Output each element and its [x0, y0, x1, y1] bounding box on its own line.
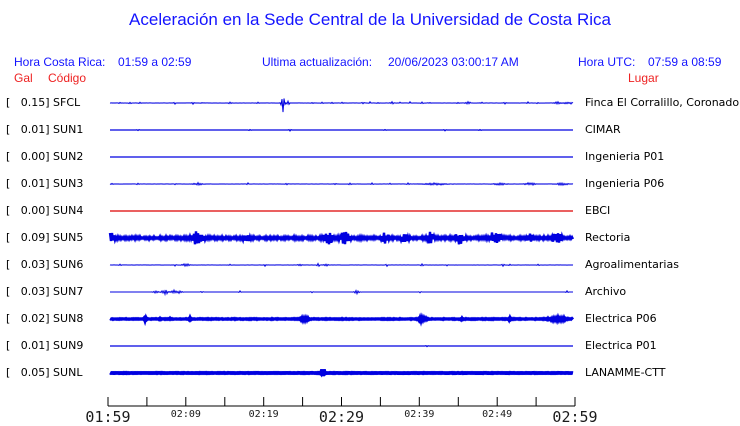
station-gal-code-label: [ 0.15] SFCL: [6, 96, 81, 109]
station-place-label: CIMAR: [585, 123, 621, 136]
station-place-label: Ingenieria P01: [585, 150, 665, 163]
station-gal-code-label: [ 0.03] SUN7: [6, 285, 84, 298]
x-axis: [107, 397, 576, 407]
station-gal-code-label: [ 0.03] SUN6: [6, 258, 84, 271]
station-place-label: Electrica P06: [585, 312, 657, 325]
station-place-label: Finca El Corralillo, Coronado: [585, 96, 740, 109]
x-axis-label: 02:39: [404, 409, 435, 420]
station-place-label: LANAMME-CTT: [585, 366, 666, 379]
station-gal-code-label: [ 0.02] SUN8: [6, 312, 84, 325]
page-title: Aceleración en la Sede Central de la Uni…: [129, 10, 611, 29]
update-label: Ultima actualización:: [262, 55, 373, 69]
station-gal-code-label: [ 0.01] SUN9: [6, 339, 84, 352]
station-trace-SFCL: [109, 98, 574, 113]
hora-cr-label: Hora Costa Rica:: [14, 55, 106, 69]
hora-cr-value: 01:59 a 02:59: [118, 55, 192, 69]
station-gal-code-label: [ 0.01] SUN3: [6, 177, 84, 190]
x-axis-label: 02:19: [248, 409, 279, 420]
station-trace-SUN7: [110, 288, 573, 297]
station-place-label: Agroalimentarias: [585, 258, 679, 271]
station-trace-SUN5: [108, 231, 575, 245]
station-place-label: Ingenieria P06: [585, 177, 665, 190]
station-place-label: Archivo: [585, 285, 627, 298]
station-trace-SUN6: [109, 262, 574, 268]
station-place-label: Rectoria: [585, 231, 631, 244]
station-gal-code-label: [ 0.00] SUN4: [6, 204, 84, 217]
column-lugar: Lugar: [628, 71, 659, 85]
station-gal-code-label: [ 0.05] SUNL: [6, 366, 83, 379]
station-trace-SUNL: [109, 368, 574, 378]
x-axis-label: 02:49: [482, 409, 513, 420]
station-gal-code-label: [ 0.00] SUN2: [6, 150, 84, 163]
station-place-label: Electrica P01: [585, 339, 657, 352]
station-gal-code-label: [ 0.09] SUN5: [6, 231, 84, 244]
x-axis-label: 02:09: [170, 409, 201, 420]
x-axis-label: 01:59: [85, 408, 131, 426]
x-axis-label: 02:59: [552, 408, 598, 426]
column-gal: Gal: [14, 71, 33, 85]
hora-utc-label: Hora UTC:: [578, 55, 636, 69]
column-codigo: Código: [48, 71, 87, 85]
station-trace-SUN9: [110, 345, 573, 348]
station-place-label: EBCI: [585, 204, 611, 217]
x-axis-label: 02:29: [318, 408, 365, 426]
hora-utc-value: 07:59 a 08:59: [648, 55, 722, 69]
station-trace-SUN1: [110, 128, 573, 132]
station-gal-code-label: [ 0.01] SUN1: [6, 123, 84, 136]
station-trace-SUN3: [109, 181, 574, 187]
station-trace-SUN8: [109, 312, 575, 327]
update-value: 20/06/2023 03:00:17 AM: [388, 55, 519, 69]
